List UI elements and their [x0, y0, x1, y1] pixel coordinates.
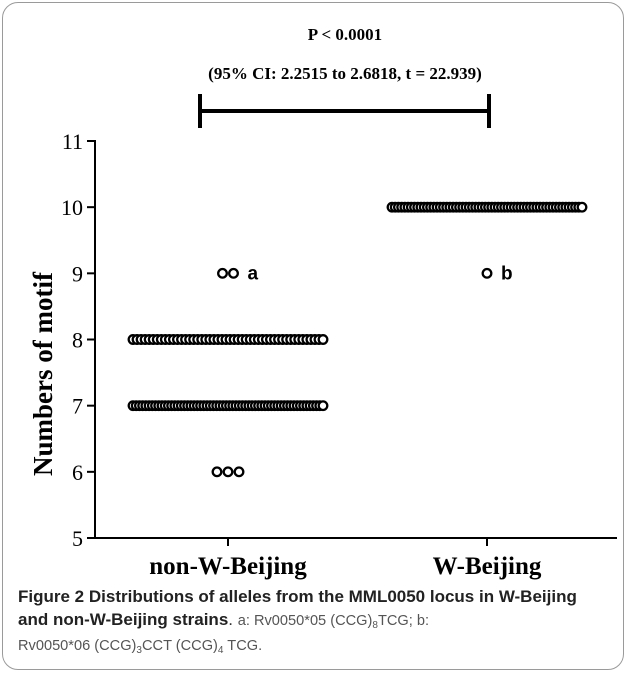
y-tick-label: 8 — [72, 328, 83, 353]
y-tick-label: 6 — [72, 460, 83, 485]
data-point — [228, 267, 239, 279]
y-tick-label: 5 — [72, 526, 83, 551]
figure-label: Figure 2 — [18, 587, 85, 606]
allele-note-b: Rv0050*06 (CCG)3CCT (CCG)4 TCG. — [18, 638, 263, 656]
point-annotation: a — [248, 263, 259, 284]
data-point — [317, 334, 329, 345]
data-point — [211, 466, 223, 478]
chart-subtitle: (95% CI: 2.2515 to 2.6818, t = 22.939) — [208, 64, 482, 83]
figure-caption: Figure 2 Distributions of alleles from t… — [18, 587, 577, 656]
y-axis-label: Numbers of motif — [28, 271, 58, 476]
data-point — [481, 267, 493, 279]
chart-title: P < 0.0001 — [308, 25, 382, 44]
y-tick-label: 7 — [72, 394, 83, 419]
significance-bracket — [198, 94, 491, 128]
figure-title: Distributions of alleles from the MML005… — [18, 587, 577, 629]
data-point — [317, 400, 329, 412]
data-point — [222, 466, 234, 478]
chart-axes: 5 6 7 8 9 10 11 non-W-Beijing W-Beijing — [61, 129, 617, 580]
x-tick-label: non-W-Beijing — [149, 553, 307, 580]
data-point — [233, 466, 245, 478]
allele-note-a: a: Rv0050*05 (CCG)8TCG; b: — [237, 613, 430, 631]
x-tick-label: W-Beijing — [433, 553, 542, 580]
y-tick-label: 11 — [62, 129, 83, 154]
scatter-chart: P < 0.0001 (95% CI: 2.2515 to 2.6818, t … — [28, 25, 617, 580]
data-point — [576, 201, 588, 213]
data-point — [217, 267, 228, 279]
y-tick-label: 9 — [72, 261, 83, 286]
y-tick-label: 10 — [61, 195, 83, 220]
point-annotation: b — [501, 263, 513, 284]
